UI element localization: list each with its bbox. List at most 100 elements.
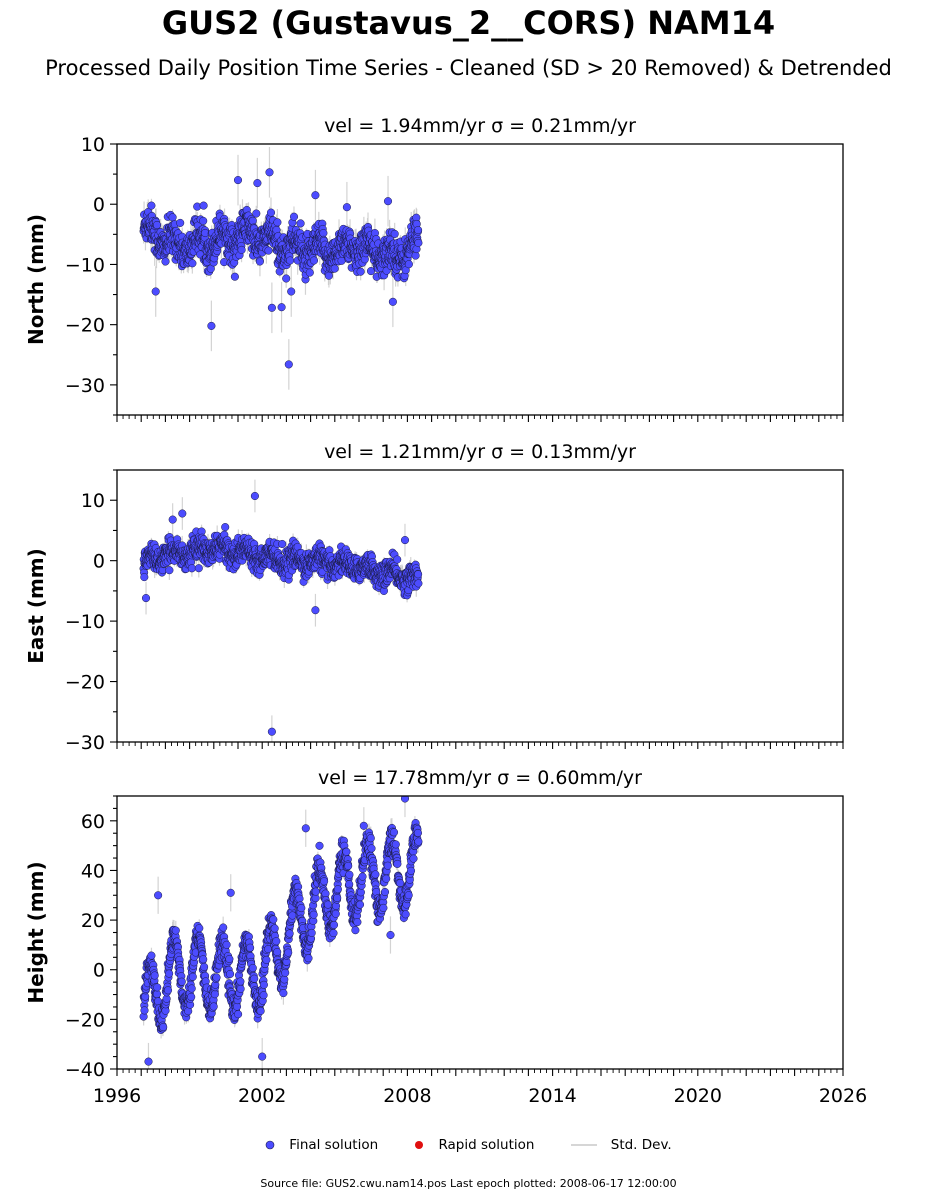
data-point <box>222 940 231 949</box>
final-solution-points-north <box>139 168 423 369</box>
data-point <box>207 321 216 330</box>
data-point <box>141 594 151 603</box>
data-point <box>199 216 208 225</box>
data-point <box>237 245 246 254</box>
data-point <box>289 212 299 221</box>
data-point <box>163 986 173 995</box>
data-point <box>187 984 196 993</box>
data-point <box>390 229 399 238</box>
data-point <box>171 926 180 935</box>
data-point <box>226 969 235 979</box>
y-axis-label-north: North (mm) <box>24 214 48 345</box>
data-point <box>236 977 245 986</box>
data-point <box>147 201 156 210</box>
data-point <box>255 257 264 266</box>
y-tick-label: 0 <box>93 551 105 573</box>
series-north <box>139 147 423 390</box>
series-height <box>139 796 423 1069</box>
data-point <box>212 973 221 982</box>
data-point <box>225 954 234 964</box>
panel-north: vel = 1.94mm/yr σ = 0.21mm/yr North (mm) 1… <box>24 115 844 422</box>
x-ticks-north <box>116 415 844 422</box>
data-point <box>330 264 339 273</box>
plot-frame-east <box>116 469 844 743</box>
data-point <box>165 969 174 978</box>
data-point <box>210 990 219 999</box>
y-tick-label: −20 <box>65 315 105 337</box>
data-point <box>230 272 239 281</box>
data-point <box>400 536 410 545</box>
data-point <box>311 606 320 615</box>
chart-title: GUS2 (Gustavus_2__CORS) NAM14 <box>161 4 776 42</box>
panel-title-north: vel = 1.94mm/yr σ = 0.21mm/yr <box>324 115 636 137</box>
std-dev-bars-east <box>143 479 419 742</box>
y-tick-label: −30 <box>65 375 105 397</box>
data-point <box>234 1010 243 1019</box>
data-point <box>414 579 423 588</box>
data-point <box>233 176 243 185</box>
data-point <box>286 256 295 265</box>
data-point <box>296 219 305 228</box>
data-point <box>305 268 314 277</box>
data-point <box>151 287 160 296</box>
data-point <box>366 267 376 276</box>
panel-title-east: vel = 1.21mm/yr σ = 0.13mm/yr <box>324 441 636 463</box>
time-series-chart: vel = 1.94mm/yr σ = 0.21mm/yr North (mm) 1… <box>24 115 867 1107</box>
data-point <box>277 303 286 312</box>
data-point <box>178 509 187 518</box>
data-point <box>383 197 393 206</box>
y-tick-label: −10 <box>65 611 105 633</box>
y-tick-label: 10 <box>81 490 105 512</box>
data-point <box>209 1002 218 1011</box>
data-point <box>199 955 208 964</box>
data-point <box>414 570 423 579</box>
data-point <box>199 201 208 210</box>
data-point <box>267 727 276 736</box>
data-point <box>414 238 423 247</box>
data-point <box>246 943 255 952</box>
data-point <box>219 923 228 932</box>
data-point <box>287 287 296 296</box>
data-point <box>153 983 162 992</box>
data-point <box>264 246 273 255</box>
data-point <box>236 984 245 993</box>
data-point <box>200 962 209 971</box>
final-solution-points-height <box>139 796 423 1066</box>
data-point <box>140 1006 149 1015</box>
panel-title-height: vel = 17.78mm/yr σ = 0.60mm/yr <box>318 767 642 789</box>
data-point <box>311 191 320 200</box>
data-point <box>273 218 282 227</box>
y-tick-label: −20 <box>65 672 105 694</box>
y-ticks-north: 10 0 −10 −20 −30 <box>65 134 117 416</box>
data-point <box>253 179 262 188</box>
data-point <box>356 267 365 276</box>
data-point <box>168 515 177 524</box>
data-point <box>252 209 261 218</box>
data-point <box>278 539 287 549</box>
data-point <box>265 168 274 177</box>
data-point <box>152 220 162 230</box>
y-tick-label: −30 <box>65 732 105 754</box>
y-axis-label-height: Height (mm) <box>24 861 48 1003</box>
y-ticks-east: 10 0 −10 −20 −30 <box>65 469 117 754</box>
data-point <box>194 564 203 573</box>
plot-frame-north <box>116 143 844 416</box>
data-point <box>187 564 196 573</box>
data-point <box>221 523 230 532</box>
data-point <box>159 1023 168 1032</box>
data-point <box>404 260 413 269</box>
data-point <box>284 360 293 369</box>
data-point <box>140 573 149 582</box>
data-point <box>248 216 257 225</box>
data-point <box>414 226 423 235</box>
data-point <box>188 259 197 268</box>
data-point <box>187 992 196 1001</box>
chart-subtitle: Processed Daily Position Time Series - C… <box>45 56 892 80</box>
std-dev-bars-height <box>143 796 419 1069</box>
data-point <box>393 555 402 564</box>
panel-height: vel = 17.78mm/yr σ = 0.60mm/yr Height (mm… <box>24 767 867 1107</box>
data-point <box>176 218 185 227</box>
data-point <box>195 924 204 933</box>
data-point <box>161 257 170 266</box>
data-point <box>342 203 351 212</box>
